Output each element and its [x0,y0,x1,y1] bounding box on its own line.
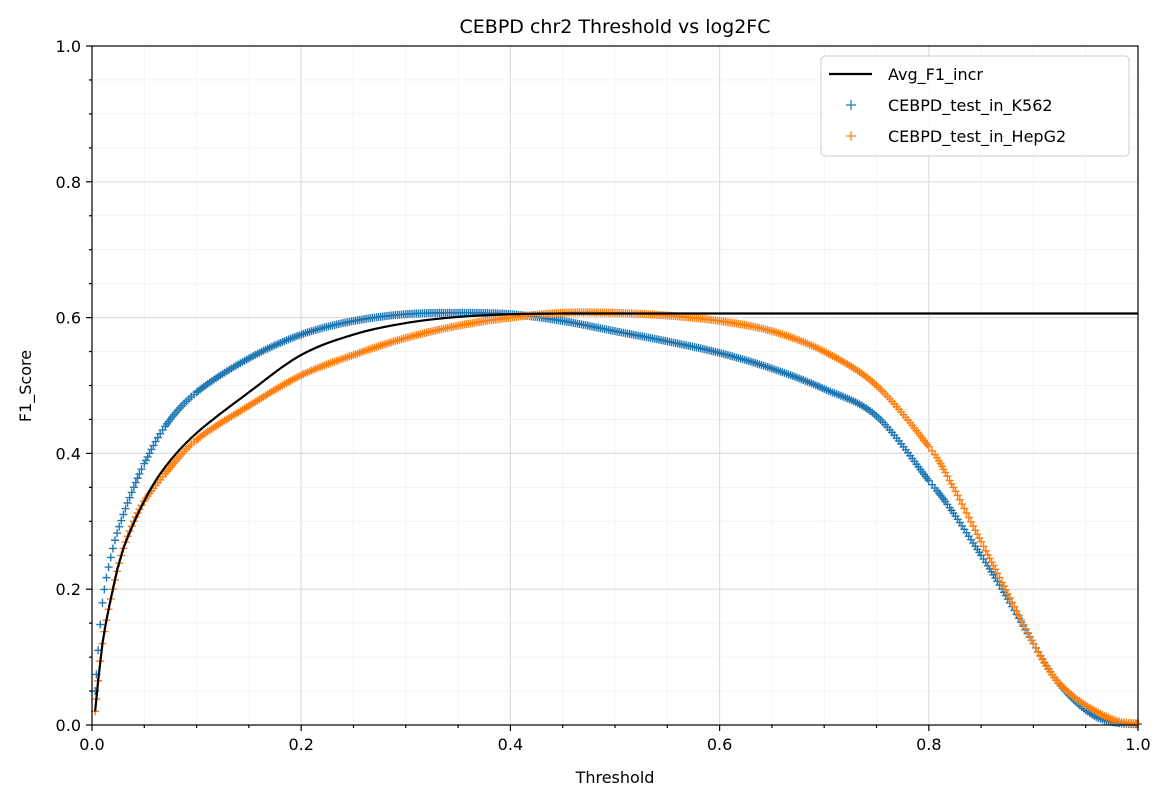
data-point [971,526,980,535]
data-layer [91,308,1142,729]
data-point [943,472,952,481]
data-point [987,558,996,567]
legend-label-cebpd-test-in-hepg2: CEBPD_test_in_HepG2 [888,127,1066,147]
data-point [1025,632,1034,641]
data-point [960,504,969,513]
data-point [924,442,933,451]
data-point [117,516,126,525]
legend-swatch-cebpd-test-in-k562 [846,100,856,110]
data-point [993,569,1002,578]
data-point [964,513,973,522]
legend-swatch-cebpd-test-in-hepg2 [846,131,856,141]
data-point [1005,593,1014,602]
data-point [137,465,146,474]
legend-box [820,55,1130,157]
data-point [955,495,964,504]
data-point [958,500,967,509]
data-point [977,537,986,546]
data-point [133,474,142,483]
legend-items: Avg_F1_incr CEBPD_test_in_K562 CEBPD_test_… [829,65,1066,147]
data-point [111,536,120,545]
legend-label-cebpd-test-in-k562: CEBPD_test_in_K562 [888,96,1053,116]
data-point [143,452,152,461]
data-point [113,529,122,538]
data-point [985,554,994,563]
data-point [121,504,130,513]
data-point [947,479,956,488]
x-tick-label: 0.0 [79,735,104,754]
data-point [1019,620,1028,629]
data-point [967,517,976,526]
data-point [1003,589,1012,598]
data-point [962,508,971,517]
y-tick-label: 0.6 [56,309,81,328]
y-tick-label: 0.2 [56,580,81,599]
data-point [1021,624,1030,633]
data-point [129,483,138,492]
data-point [123,498,132,507]
y-tick-label: 0.8 [56,173,81,192]
axes: 0.0 0.2 0.4 0.6 0.8 1.0 0.0 0.2 0.4 0.6 0.8 1.0 [56,37,1151,754]
data-point [127,488,136,497]
y-tick-label: 1.0 [56,37,81,56]
x-tick-label: 0.2 [288,735,313,754]
data-point [1008,598,1017,607]
data-point [106,553,115,562]
data-point [119,510,128,519]
y-axis-label: F1_Score [16,350,36,422]
y-tick-label: 0.4 [56,444,81,463]
data-point [1012,607,1021,616]
data-point [125,493,134,502]
data-point [102,573,111,582]
legend: Avg_F1_incr CEBPD_test_in_K562 CEBPD_test_… [820,55,1130,157]
data-point [1014,611,1023,620]
data-point [1010,602,1019,611]
series-avg-f1-incr [94,312,1138,712]
x-tick-label: 0.4 [498,735,523,754]
data-point [98,598,107,607]
data-point [973,530,982,539]
data-point [135,469,144,478]
data-point [1029,639,1038,648]
data-point [983,550,992,559]
series-line-avg-f1-incr [94,312,1138,712]
data-point [923,474,932,483]
data-point [923,440,932,449]
data-point [924,476,933,485]
data-point [145,449,154,458]
data-point [999,581,1008,590]
data-point [989,561,998,570]
data-point [108,544,117,553]
chart-title: CEBPD chr2 Threshold vs log2FC [460,16,771,38]
x-tick-label: 0.8 [916,735,941,754]
data-point [998,578,1007,587]
data-point [951,487,960,496]
data-point [975,534,984,543]
data-point [969,522,978,531]
data-point [979,542,988,551]
data-point [995,573,1004,582]
legend-label-avg-f1-incr: Avg_F1_incr [888,65,983,85]
data-point [131,478,140,487]
x-tick-label: 1.0 [1125,735,1150,754]
data-point [96,620,105,629]
data-point [1031,644,1040,653]
data-point [115,522,124,531]
y-tick-label: 0.0 [56,716,81,735]
data-point [104,563,113,572]
data-point [953,491,962,500]
x-tick-label: 0.6 [707,735,732,754]
x-axis-label: Threshold [575,768,655,787]
data-point [100,585,109,594]
data-point [1001,585,1010,594]
data-point [141,456,150,465]
data-point [1017,616,1026,625]
